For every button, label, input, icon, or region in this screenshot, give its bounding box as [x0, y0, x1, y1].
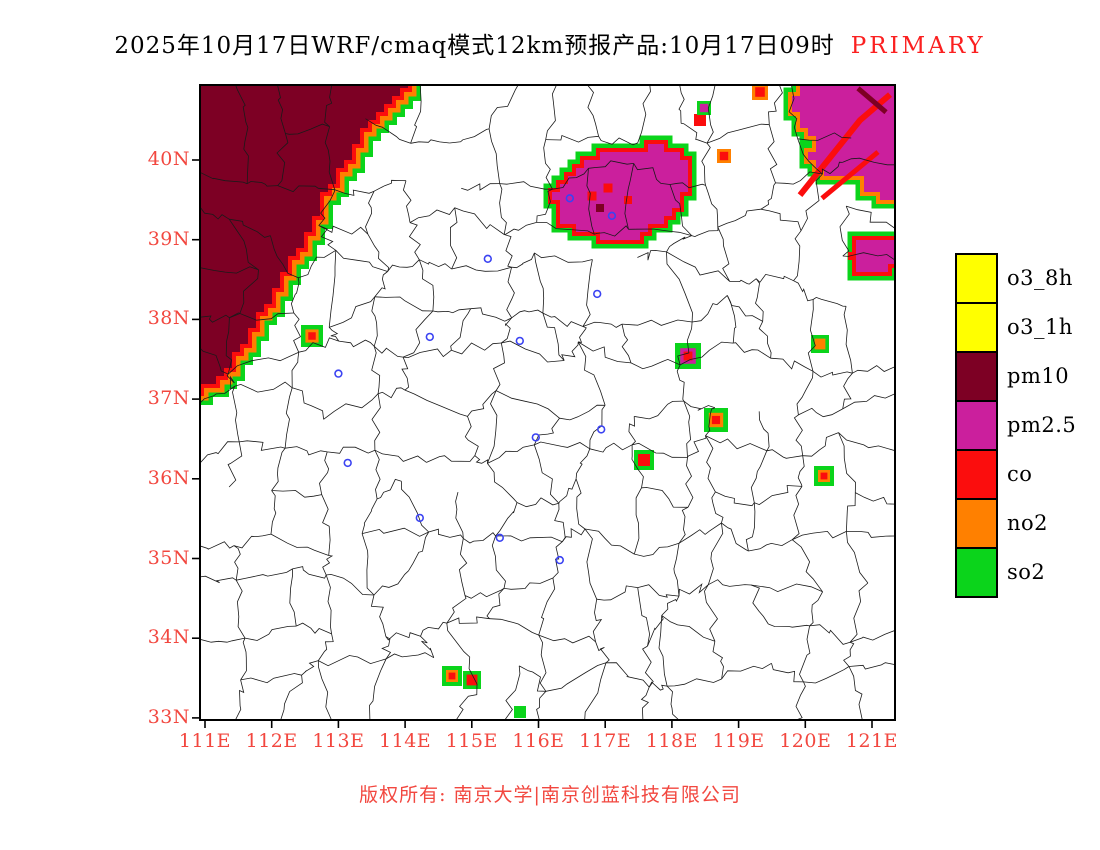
region-pm25-east-coast	[848, 240, 895, 272]
city-marker	[495, 533, 504, 542]
y-tick-label-37N: 37N	[147, 387, 190, 410]
pollutant-spot-co	[448, 672, 456, 680]
pollutant-spot-so2	[514, 706, 526, 718]
x-tick-label-118E: 118E	[645, 730, 698, 752]
pollutant-spot-co	[603, 183, 613, 193]
city-marker	[531, 433, 540, 442]
x-tick-label-117E: 117E	[579, 730, 632, 752]
y-tick-label-38N: 38N	[147, 307, 190, 330]
pollutant-spot-co	[711, 415, 721, 425]
pollutant-streak-co	[820, 150, 880, 201]
x-tick-label-112E: 112E	[245, 730, 298, 752]
pollutant-spot-co	[638, 454, 650, 466]
pollutant-spot-co	[820, 472, 828, 480]
legend-label-o3_8h: o3_8h	[1007, 266, 1073, 290]
city-marker	[415, 513, 424, 523]
axis-tick-marks	[192, 159, 873, 728]
x-tick-label-115E: 115E	[445, 730, 498, 752]
map-layers	[200, 85, 895, 720]
region-pm25-central	[552, 144, 688, 240]
legend-label-so2: so2	[1007, 560, 1046, 584]
pollutant-spot-no2	[814, 338, 826, 350]
copyright-notice: 版权所有: 南京大学|南京创蓝科技有限公司	[359, 784, 741, 806]
city-marker	[607, 211, 617, 221]
title-text: 2025年10月17日WRF/cmaq模式12km预报产品:10月17日09时	[114, 33, 835, 59]
pollutant-spot-co	[694, 114, 706, 126]
pollutant-streak-pm10	[856, 86, 888, 115]
legend-label-no2: no2	[1007, 511, 1049, 535]
y-tick-label-40N: 40N	[147, 148, 190, 170]
city-marker	[596, 425, 606, 434]
legend-label-o3_1h: o3_1h	[1007, 315, 1073, 339]
legend-swatch-co	[955, 449, 998, 500]
legend-label-pm2_5: pm2.5	[1007, 413, 1077, 437]
map-frame-border	[199, 84, 896, 721]
city-marker	[515, 336, 524, 346]
y-tick-label-35N: 35N	[147, 546, 190, 569]
legend-label-co: co	[1007, 462, 1033, 486]
city-marker	[592, 289, 602, 299]
city-marker	[334, 369, 343, 378]
pollutant-spot-co	[587, 191, 597, 201]
legend-swatch-pm10	[955, 351, 998, 402]
pollutant-spot-co	[755, 87, 765, 97]
page-title: 2025年10月17日WRF/cmaq模式12km预报产品:10月17日09时 P…	[0, 26, 1100, 60]
pollutant-streak-co	[797, 92, 892, 197]
x-tick-label-121E: 121E	[845, 730, 899, 752]
y-tick-label-36N: 36N	[147, 466, 190, 489]
x-tick-label-119E: 119E	[712, 730, 765, 752]
legend-swatch-o3_1h	[955, 302, 998, 353]
y-tick-label-34N: 34N	[147, 626, 190, 649]
legend-label-pm10: pm10	[1007, 364, 1070, 388]
county-boundaries	[200, 85, 895, 720]
city-marker	[555, 555, 564, 565]
x-tick-label-120E: 120E	[779, 730, 832, 752]
city-marker	[425, 332, 434, 342]
legend-swatch-so2	[955, 547, 998, 598]
x-tick-label-113E: 113E	[312, 730, 365, 752]
legend-swatch-pm2_5	[955, 400, 998, 451]
pollutant-spot-co	[466, 674, 478, 686]
y-tick-label-33N: 33N	[147, 705, 190, 728]
legend-swatch-o3_8h	[955, 253, 998, 304]
city-marker	[483, 254, 492, 263]
x-tick-label-114E: 114E	[379, 730, 432, 752]
x-tick-label-116E: 116E	[512, 730, 565, 752]
city-marker	[343, 458, 352, 468]
legend-swatch-no2	[955, 498, 998, 549]
pollutant-spot-co	[683, 351, 693, 361]
pollutant-spot-pm10	[596, 204, 604, 212]
title-highlight: PRIMARY	[850, 33, 986, 59]
city-marker	[565, 194, 574, 203]
x-tick-label-111E: 111E	[178, 730, 232, 752]
pollutant-spot-co	[308, 332, 316, 340]
region-pm10-northwest	[200, 85, 408, 392]
pollutant-spot-co	[719, 151, 729, 161]
pollutant-spot-pm2_5	[699, 103, 709, 113]
y-tick-label-39N: 39N	[147, 227, 190, 250]
pollutant-spot-co	[624, 196, 632, 204]
